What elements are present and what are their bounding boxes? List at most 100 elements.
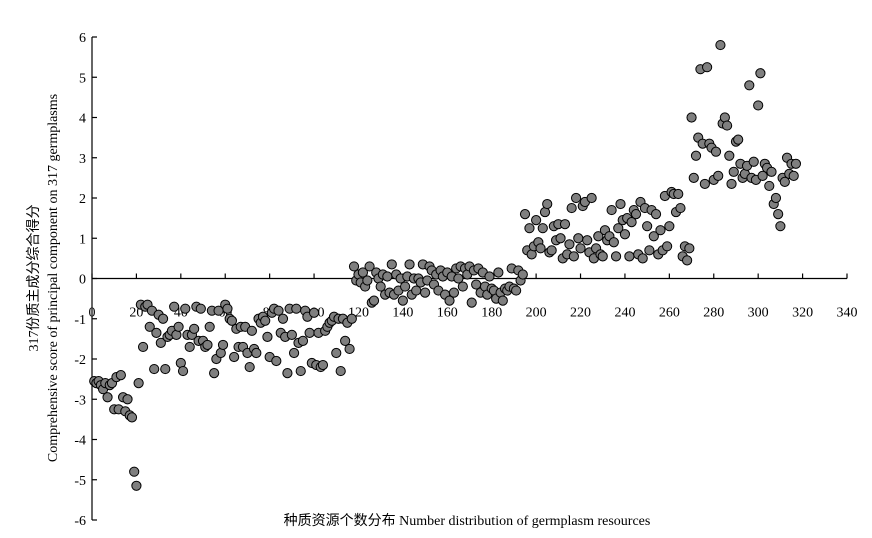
- data-point: [137, 341, 149, 353]
- data-point: [453, 273, 464, 284]
- data-point: [682, 255, 693, 266]
- data-point: [209, 367, 220, 379]
- data-point: [615, 198, 626, 210]
- data-point: [610, 251, 622, 262]
- data-point: [686, 112, 697, 123]
- data-point: [202, 339, 213, 351]
- data-point: [566, 202, 577, 214]
- data-point: [702, 62, 713, 73]
- data-point: [673, 188, 684, 200]
- data-point: [484, 271, 495, 282]
- data-point: [642, 221, 653, 232]
- y-tick-label: -6: [74, 514, 86, 529]
- data-point: [126, 412, 138, 423]
- data-point: [448, 287, 460, 298]
- data-point: [664, 221, 675, 232]
- data-point: [397, 295, 408, 306]
- data-point: [144, 321, 155, 332]
- data-point: [766, 166, 777, 177]
- data-point: [493, 267, 504, 278]
- data-point: [559, 219, 571, 230]
- data-point: [721, 120, 733, 131]
- data-point: [726, 178, 737, 190]
- data-point: [184, 341, 195, 353]
- data-point: [244, 361, 255, 373]
- data-point: [444, 295, 455, 306]
- data-point: [519, 209, 531, 220]
- data-point: [129, 466, 140, 477]
- data-point: [531, 215, 542, 226]
- data-point: [586, 192, 597, 204]
- data-point: [346, 313, 357, 324]
- y-tick-label: 2: [79, 192, 86, 207]
- data-point: [757, 170, 768, 181]
- data-point: [637, 253, 648, 264]
- data-point: [564, 239, 575, 250]
- data-point: [644, 245, 655, 256]
- data-point: [597, 251, 608, 262]
- data-point: [297, 335, 309, 346]
- data-point: [246, 325, 257, 336]
- data-point: [699, 178, 710, 190]
- data-point: [608, 237, 619, 248]
- data-point: [317, 359, 329, 371]
- data-point: [710, 146, 722, 157]
- data-point: [331, 347, 342, 359]
- data-point: [630, 209, 642, 220]
- data-point: [335, 365, 346, 377]
- x-tick-label: 140: [392, 306, 413, 321]
- x-tick-label: 340: [837, 306, 858, 321]
- data-point: [195, 303, 206, 314]
- data-point: [308, 307, 320, 318]
- data-point: [715, 39, 726, 51]
- data-point: [775, 221, 786, 232]
- data-point: [764, 180, 775, 192]
- x-tick-label: 260: [659, 306, 680, 321]
- data-point: [173, 321, 184, 332]
- y-axis-title-line2: Comprehensive score of principal compone…: [46, 94, 61, 462]
- data-point: [102, 392, 113, 403]
- data-point: [624, 251, 635, 262]
- data-point: [348, 261, 360, 272]
- data-point: [169, 301, 180, 312]
- data-point: [189, 323, 200, 334]
- data-point: [733, 134, 744, 145]
- y-tick-label: 1: [79, 232, 86, 247]
- y-axis-title-line1: 317份质主成分综合得分: [25, 205, 42, 352]
- data-point: [684, 243, 695, 254]
- x-tick-label: 280: [703, 306, 724, 321]
- data-point: [606, 204, 617, 216]
- x-tick-label: 0: [89, 306, 96, 321]
- data-point: [271, 355, 282, 367]
- data-point: [675, 202, 686, 214]
- data-point: [157, 313, 169, 324]
- data-point: [340, 335, 351, 346]
- data-point: [291, 303, 302, 314]
- data-point: [277, 313, 289, 324]
- y-tick-label: -3: [74, 393, 86, 408]
- x-tick-label: 200: [526, 306, 547, 321]
- data-point: [511, 285, 522, 296]
- data-point: [655, 225, 666, 236]
- data-point: [546, 245, 557, 256]
- data-point: [573, 233, 584, 244]
- data-point: [115, 370, 126, 381]
- y-tick-label: 4: [79, 112, 86, 127]
- y-tick-label: 5: [79, 71, 86, 86]
- data-point: [770, 192, 782, 204]
- data-point: [260, 315, 271, 326]
- data-point: [364, 261, 375, 272]
- y-tick-label: 3: [79, 152, 86, 167]
- y-tick-label: -4: [74, 434, 86, 449]
- data-point: [582, 235, 593, 246]
- data-point: [375, 281, 386, 292]
- data-point: [779, 176, 790, 187]
- data-point: [613, 223, 624, 234]
- data-point: [160, 363, 171, 375]
- data-point: [344, 343, 355, 355]
- data-point: [575, 243, 586, 254]
- data-point: [619, 229, 631, 240]
- data-point: [790, 158, 802, 169]
- data-point: [690, 150, 702, 161]
- data-point: [222, 303, 233, 314]
